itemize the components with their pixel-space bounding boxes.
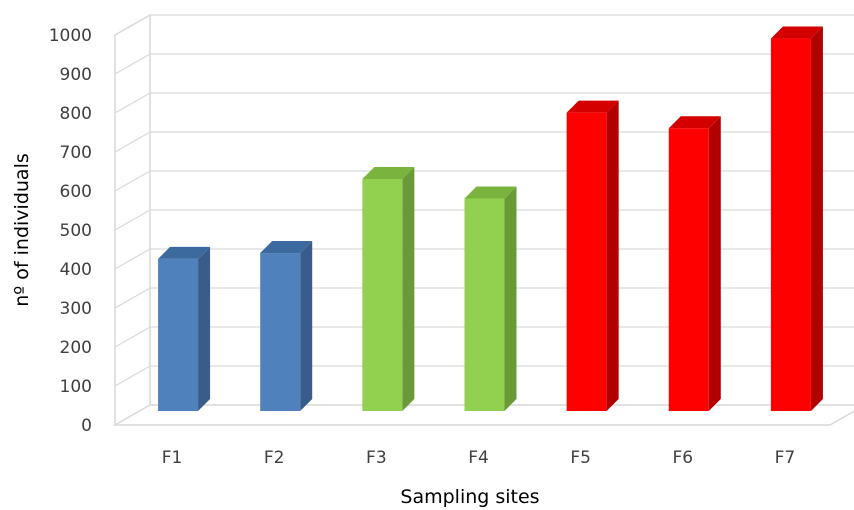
- bar-front: [362, 178, 403, 411]
- bar-front: [770, 38, 811, 412]
- y-tick-label: 0: [81, 416, 92, 436]
- bar-side: [606, 100, 619, 412]
- y-tick-label: 400: [60, 260, 92, 280]
- bar-side: [708, 116, 721, 411]
- bar-top: [158, 246, 211, 259]
- y-tick-label: 100: [60, 377, 92, 397]
- bar-top: [566, 100, 619, 113]
- bar-front: [464, 198, 505, 411]
- bar-front: [260, 253, 301, 411]
- y-tick-label: 700: [60, 143, 92, 163]
- x-tick-label: F3: [366, 448, 387, 468]
- bar-side: [504, 186, 517, 411]
- gridline-side: [114, 53, 151, 75]
- bar-top: [362, 166, 415, 179]
- y-tick-label: 900: [60, 65, 92, 85]
- y-axis-title: nº of individuals: [11, 153, 33, 307]
- y-tick-label: 200: [60, 338, 92, 358]
- y-tick-label: 1000: [49, 26, 92, 46]
- bar-front: [668, 128, 709, 411]
- y-tick-label: 300: [60, 299, 92, 319]
- bar-top: [770, 26, 823, 39]
- x-tick-label: F4: [468, 448, 489, 468]
- gridline-side: [114, 170, 151, 192]
- bar-F4: [464, 186, 517, 411]
- bar-F1: [158, 246, 211, 411]
- bar-F6: [668, 116, 721, 411]
- bar-top: [260, 241, 313, 254]
- gridline-side: [114, 131, 151, 153]
- y-tick-label: 500: [60, 221, 92, 241]
- x-tick-label: F6: [672, 448, 693, 468]
- x-tick-label: F5: [570, 448, 591, 468]
- bar-top: [668, 116, 721, 129]
- gridline-side: [114, 248, 151, 270]
- x-tick-label: F7: [775, 448, 796, 468]
- bar-top: [464, 186, 517, 199]
- bar-side: [300, 241, 313, 411]
- gridline-side: [114, 14, 151, 36]
- x-tick-label: F1: [162, 448, 183, 468]
- gridline-side: [114, 287, 151, 309]
- x-axis-title: Sampling sites: [400, 486, 539, 508]
- gridline-side: [114, 365, 151, 387]
- y-tick-label: 600: [60, 182, 92, 202]
- bar-F5: [566, 100, 619, 412]
- bar-side: [402, 166, 415, 411]
- y-axis-ticks: 0 100 200 300 400 500 600 700 800 900 1000: [49, 26, 92, 436]
- bar-F2: [260, 241, 313, 411]
- bar-F7: [770, 26, 823, 412]
- gridline-side: [114, 209, 151, 231]
- gridline-side: [114, 326, 151, 348]
- bar-front: [566, 112, 607, 412]
- bar-side: [198, 246, 211, 411]
- gridline-side: [114, 92, 151, 114]
- bar-front: [158, 258, 199, 411]
- bars: [158, 26, 823, 412]
- x-tick-label: F2: [264, 448, 285, 468]
- x-axis-ticks: F1 F2 F3 F4 F5 F6 F7: [162, 448, 795, 468]
- y-tick-label: 800: [60, 104, 92, 124]
- bar-side: [810, 26, 823, 412]
- bar-F3: [362, 166, 415, 411]
